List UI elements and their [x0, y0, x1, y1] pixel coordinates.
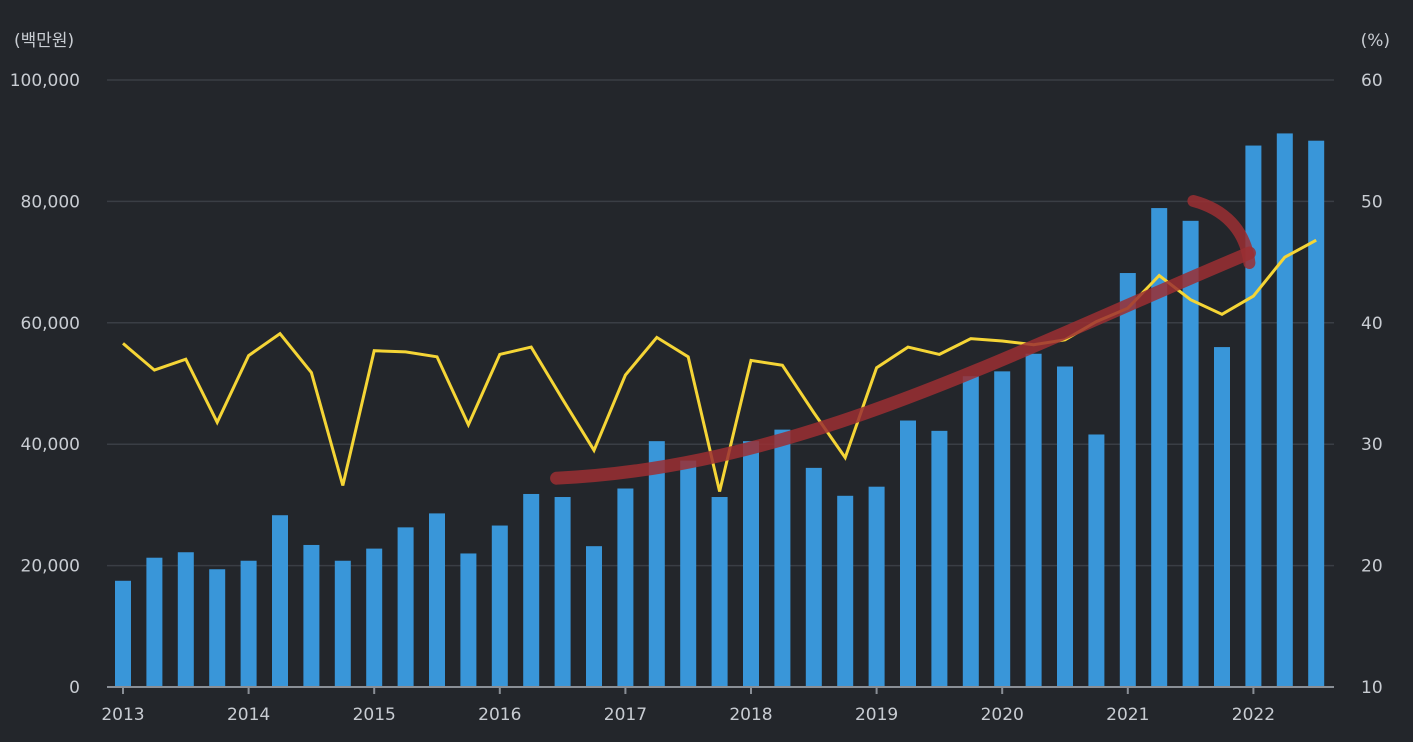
bar: [931, 430, 948, 687]
y-tick-label-right: 20: [1361, 557, 1383, 577]
bar: [397, 527, 414, 687]
bar: [1025, 353, 1042, 687]
y-tick-label-left: 60,000: [21, 314, 80, 334]
bar: [1151, 208, 1168, 687]
bar: [711, 497, 728, 687]
bar: [146, 557, 163, 687]
bar: [617, 488, 634, 687]
y-tick-label-right: 10: [1361, 678, 1383, 698]
x-axis: 2013 2014 2015 2016 2017 2018 2019 2020 2021 2022: [101, 686, 1334, 725]
bar: [554, 497, 571, 687]
bar-series: [115, 133, 1325, 687]
gridlines: [107, 79, 1334, 567]
bar: [1057, 366, 1073, 687]
bar: [837, 495, 854, 687]
bar: [805, 467, 822, 687]
y-tick-label-left: 100,000: [10, 71, 80, 91]
bar: [868, 486, 885, 687]
x-tick-label: 2014: [227, 705, 270, 725]
x-tick-label: 2016: [478, 705, 521, 725]
left-y-axis: 100,000 80,000 60,000 40,000 20,000 0: [10, 71, 80, 698]
bar: [586, 546, 602, 687]
x-tick-label: 2018: [729, 705, 772, 725]
y-tick-label-left: 40,000: [21, 435, 80, 455]
bar: [1088, 434, 1105, 687]
trend-annotation: [550, 194, 1256, 485]
bar: [177, 552, 194, 687]
right-y-axis: 60 50 40 30 20 10: [1361, 71, 1383, 698]
bar: [1182, 220, 1199, 687]
bar: [272, 515, 288, 687]
bar: [240, 560, 257, 687]
bar: [680, 460, 697, 687]
bar: [429, 513, 445, 687]
x-tick-label: 2015: [353, 705, 396, 725]
bar: [1276, 133, 1293, 687]
trend-arrow-head: [1187, 194, 1256, 269]
bar: [491, 525, 508, 687]
y-tick-label-left: 0: [69, 678, 80, 698]
right-axis-unit: (%): [1361, 31, 1390, 51]
bar: [962, 376, 979, 687]
bar: [1245, 145, 1262, 687]
x-tick-label: 2020: [981, 705, 1024, 725]
y-tick-label-left: 80,000: [21, 192, 80, 212]
bar: [523, 493, 540, 687]
bar: [900, 420, 916, 687]
x-tick-label: 2013: [101, 705, 144, 725]
bar: [303, 544, 320, 687]
y-tick-label-right: 60: [1361, 71, 1383, 91]
bar: [994, 371, 1011, 687]
y-tick-label-right: 40: [1361, 314, 1383, 334]
x-tick-label: 2019: [855, 705, 898, 725]
bar: [209, 569, 226, 687]
y-tick-label-right: 50: [1361, 192, 1383, 212]
bar: [460, 553, 477, 687]
x-tick-label: 2022: [1232, 705, 1275, 725]
bar: [648, 441, 665, 687]
bar: [115, 580, 131, 687]
bar: [743, 441, 759, 687]
y-tick-label-right: 30: [1361, 435, 1383, 455]
y-tick-label-left: 20,000: [21, 557, 80, 577]
bar: [1119, 273, 1136, 687]
bar: [366, 548, 383, 687]
trend-arrow-shaft: [550, 246, 1256, 485]
bar: [774, 429, 791, 687]
left-axis-unit: (백만원): [14, 31, 74, 51]
bar: [1308, 140, 1325, 687]
bar: [334, 560, 351, 687]
x-tick-label: 2021: [1106, 705, 1149, 725]
bar: [1214, 347, 1230, 687]
x-tick-label: 2017: [604, 705, 647, 725]
